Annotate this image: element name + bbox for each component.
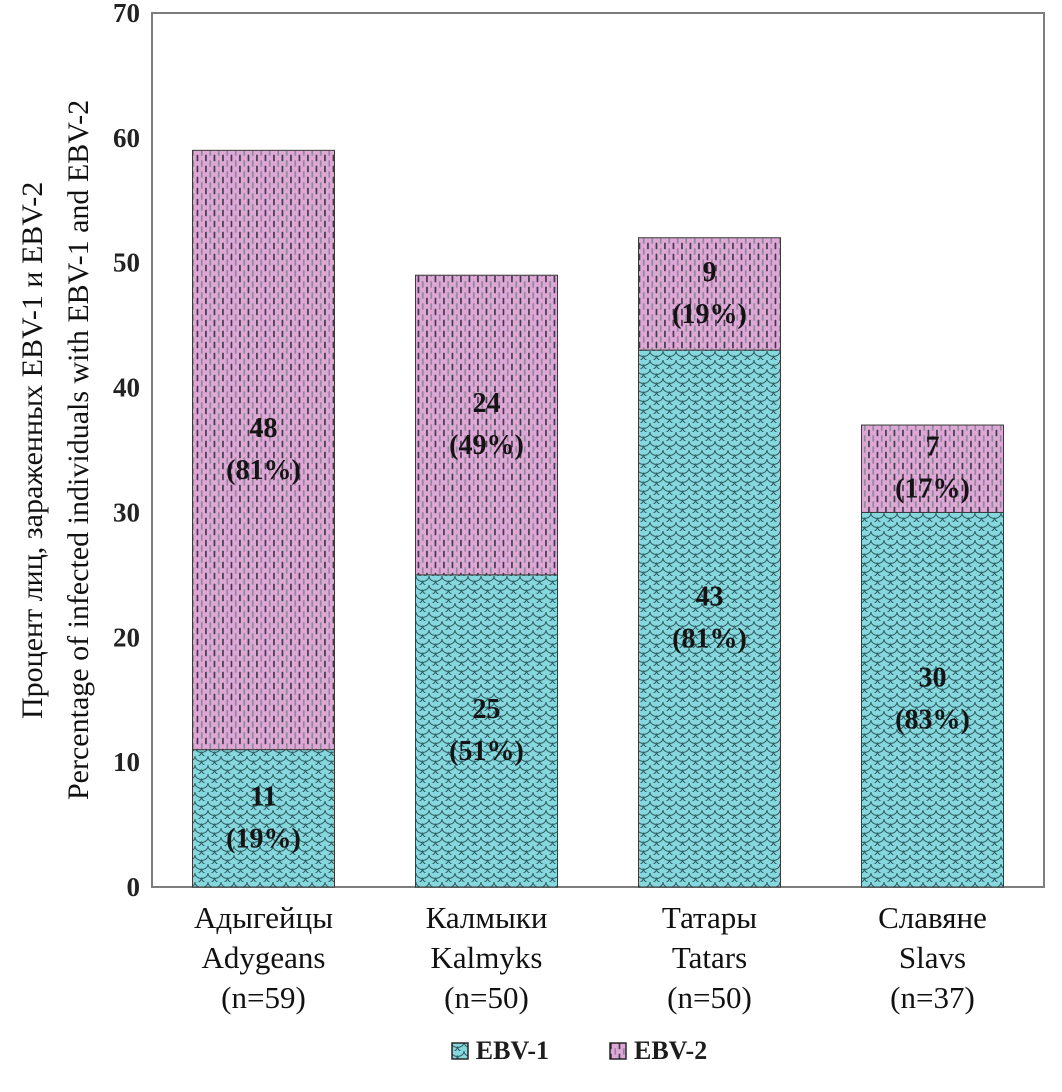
bar-segment-ebv-1-1	[415, 574, 558, 888]
bar-segment-label-ebv-2-0: 48 (81%)	[226, 413, 301, 486]
bar-segment-ebv-2-3	[861, 424, 1004, 513]
bar-segment-ebv-2-1	[415, 274, 558, 576]
legend-label-ebv1: EBV-1	[475, 1036, 549, 1065]
legend-item-ebv1: EBV-1	[451, 1036, 549, 1066]
bar-segment-ebv-1-2	[638, 349, 781, 888]
y-axis-title-english: Percentage of infected individuals with …	[62, 99, 95, 801]
y-tick-label-10: 10	[113, 747, 140, 777]
category-label-2: Татары Tatars (n=50)	[662, 900, 757, 1015]
y-tick-label-0: 0	[127, 872, 141, 902]
bar-segment-label-ebv-2-1: 24 (49%)	[449, 388, 524, 461]
plot-frame	[151, 12, 1045, 888]
y-tick-label-40: 40	[113, 373, 140, 403]
bars-layer: 11 (19%) 48 (81%) 25 (51%) 24 (49%) 43 (81%) 9 (19%…	[192, 149, 1004, 888]
legend-swatch-ebv1-icon	[451, 1042, 469, 1060]
legend-label-ebv2: EBV-2	[634, 1036, 708, 1065]
legend-swatch-ebv2-icon	[609, 1042, 627, 1060]
y-axis-ticks: 0 10 20 30 40 50 60 70	[113, 0, 140, 902]
bar-segment-label-ebv-2-2: 9 (19%)	[672, 257, 747, 330]
bar-segment-ebv-1-0	[192, 749, 335, 888]
category-label-3: Славяне Slavs (n=37)	[878, 900, 987, 1015]
bar-segment-ebv-2-2	[638, 237, 781, 351]
bar-segment-label-ebv-1-3: 30 (83%)	[895, 663, 970, 736]
category-label-1: Калмыки Kalmyks (n=50)	[426, 900, 548, 1015]
category-label-0: Адыгейцы Adygeans (n=59)	[194, 900, 333, 1015]
legend: EBV-1 EBV-2	[0, 1036, 1062, 1066]
y-tick-label-30: 30	[113, 497, 140, 527]
y-axis-title: Процент лиц, зараженных EBV-1 и EBV-2 Pe…	[4, 13, 108, 887]
y-axis-title-russian: Процент лиц, зараженных EBV-1 и EBV-2	[16, 181, 49, 719]
bar-segment-label-ebv-2-3: 7 (17%)	[895, 432, 970, 505]
x-axis-category-labels: Адыгейцы Adygeans (n=59) Калмыки Kalmyks (n=5…	[194, 900, 987, 1015]
legend-item-ebv2: EBV-2	[609, 1036, 707, 1066]
y-tick-label-70: 70	[113, 0, 140, 28]
bar-segment-label-ebv-1-2: 43 (81%)	[672, 582, 747, 655]
y-tick-label-50: 50	[113, 248, 140, 278]
bar-segment-label-ebv-1-0: 11 (19%)	[226, 781, 301, 854]
bar-segment-label-ebv-1-1: 25 (51%)	[449, 694, 524, 767]
bar-segment-ebv-1-3	[861, 511, 1004, 888]
bar-segment-ebv-2-0	[192, 149, 335, 751]
y-tick-label-20: 20	[113, 622, 140, 652]
y-tick-label-60: 60	[113, 123, 140, 153]
